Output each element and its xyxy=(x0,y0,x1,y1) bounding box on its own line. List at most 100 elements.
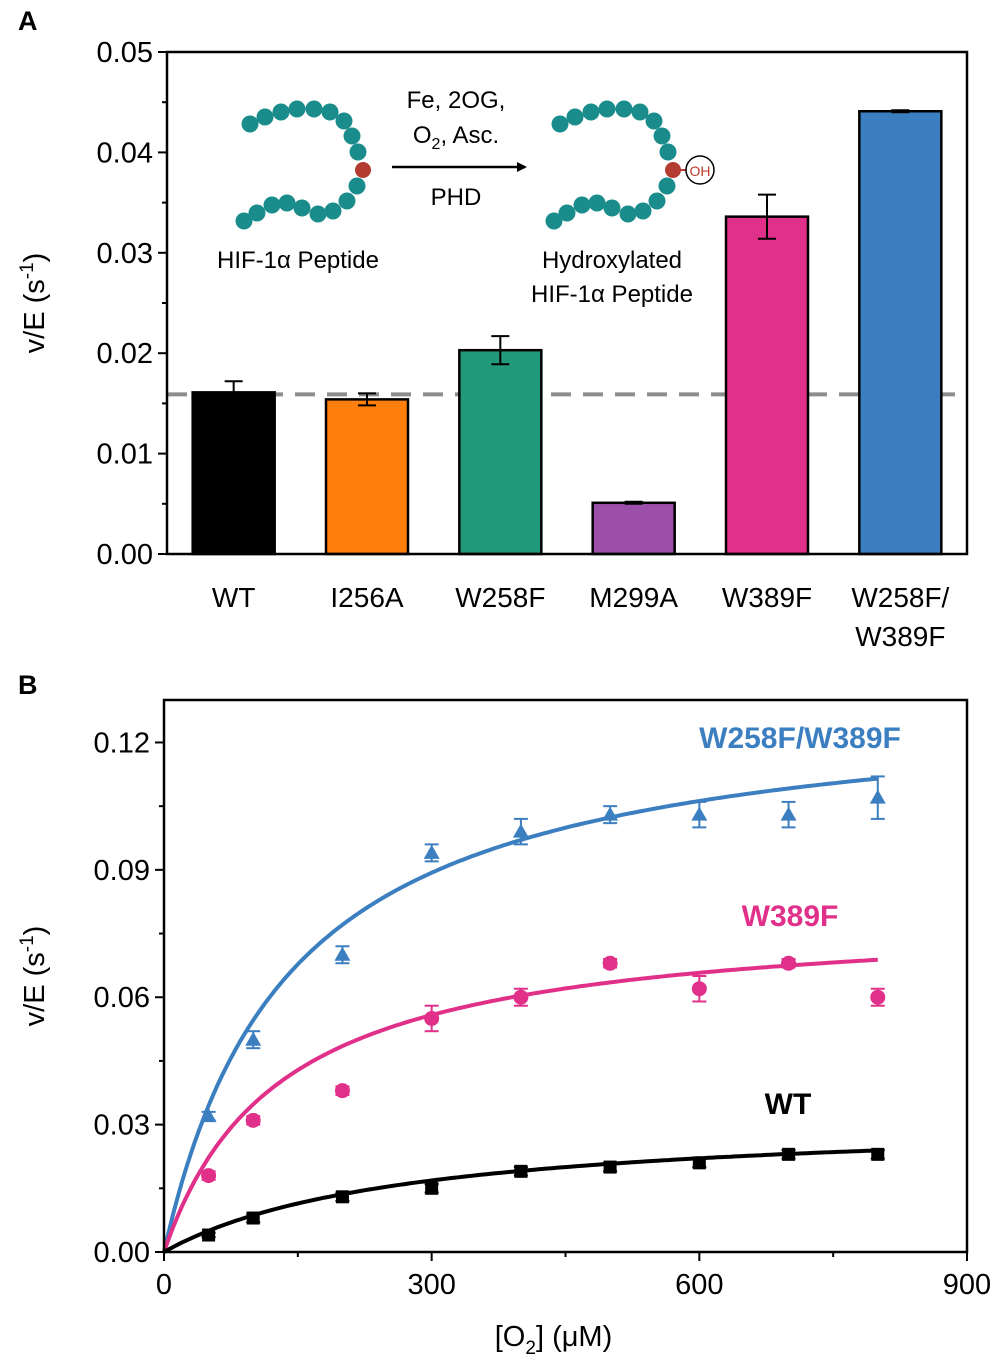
x-axis-label-post: ] (μM) xyxy=(536,1321,612,1353)
scheme-enzyme-label: PHD xyxy=(431,184,482,211)
panel-a-label: A xyxy=(18,6,38,36)
y-tick-label: 0.03 xyxy=(97,238,153,270)
residue-bead-icon xyxy=(634,202,652,220)
data-point-triangle xyxy=(691,806,708,821)
residue-bead-icon xyxy=(658,177,676,195)
data-point-triangle xyxy=(512,823,529,838)
y-tick-label: 0.05 xyxy=(97,37,153,69)
residue-bead-icon xyxy=(653,127,671,145)
hydroxyl-label: OH xyxy=(690,163,711,179)
data-point-circle xyxy=(201,1168,217,1184)
y-axis-label-text: v/E (s xyxy=(19,279,51,353)
data-point-circle xyxy=(691,981,707,997)
x-axis-label: [O2] (μM) xyxy=(495,1321,613,1359)
y-tick-label: 0.12 xyxy=(94,727,150,759)
data-point-circle xyxy=(870,989,886,1005)
residue-bead-icon xyxy=(235,212,253,230)
residue-bead-icon xyxy=(558,204,576,222)
residue-bead-icon xyxy=(551,115,569,133)
scheme-right-label-2: HIF-1α Peptide xyxy=(531,281,693,308)
x-tick-label: 900 xyxy=(943,1269,991,1301)
residue-bead-icon xyxy=(545,212,563,230)
x-tick-label: W389F xyxy=(722,582,812,613)
x-tick-label: 600 xyxy=(675,1269,723,1301)
data-point-circle xyxy=(781,955,797,971)
data-point-square xyxy=(202,1228,216,1242)
data-point-square xyxy=(425,1181,439,1195)
data-point-circle xyxy=(424,1010,440,1026)
residue-bead-icon xyxy=(349,143,367,161)
bar-w389f xyxy=(724,215,810,556)
scheme-reagents-line2: O2, Asc. xyxy=(413,122,499,153)
data-point-triangle xyxy=(200,1108,217,1123)
x-tick-label: I256A xyxy=(330,582,403,613)
panel-b-kinetics-chart: W258F/W389F W389F WT 0.00 0.03 0.06 0.09 0.12 0 3… xyxy=(17,698,991,1359)
residue-bead-icon xyxy=(566,108,584,126)
residue-bead-icon xyxy=(603,199,621,217)
x-tick-label: 0 xyxy=(156,1269,172,1301)
residue-bead-icon xyxy=(321,103,339,121)
x-tick-label: WT xyxy=(212,582,256,613)
bar-m299a xyxy=(591,501,676,556)
bar-w258f xyxy=(458,348,543,556)
data-point-circle xyxy=(245,1112,261,1128)
residue-bead-icon xyxy=(248,204,266,222)
y-axis-label-close: ) xyxy=(19,926,51,936)
proline-residue-icon xyxy=(355,162,371,178)
residue-bead-icon xyxy=(348,177,366,195)
y-tick-label: 0.09 xyxy=(94,855,150,887)
residue-bead-icon xyxy=(343,127,361,145)
data-point-triangle xyxy=(869,789,886,804)
residue-bead-icon xyxy=(615,100,633,118)
series-label: W389F xyxy=(742,900,839,933)
data-point-circle xyxy=(602,955,618,971)
y-tick-label: 0.06 xyxy=(94,982,150,1014)
data-point-square xyxy=(335,1190,349,1204)
fit-curve-w258f-w389f xyxy=(162,776,878,1253)
data-point-triangle xyxy=(334,946,351,961)
x-tick-label: W258F/ xyxy=(851,582,949,613)
data-point-triangle xyxy=(423,844,440,859)
x-tick-label: W389F xyxy=(855,621,945,652)
x-tick-label: M299A xyxy=(589,582,678,613)
series-label: WT xyxy=(765,1088,812,1121)
residue-bead-icon xyxy=(335,112,353,130)
data-point-square xyxy=(514,1164,528,1178)
residue-bead-icon xyxy=(293,199,311,217)
residue-bead-icon xyxy=(324,202,342,220)
panel-a-bar-chart: WT I256A W258F M299A W389F W258F/W389F 0.00 0.0… xyxy=(17,37,969,652)
data-point-square xyxy=(603,1160,617,1174)
residue-bead-icon xyxy=(582,103,600,121)
x-axis-label-text: [O xyxy=(495,1321,526,1353)
residue-bead-icon xyxy=(272,103,290,121)
data-point-square xyxy=(246,1211,260,1225)
hydroxyl-icon xyxy=(685,155,715,185)
y-tick-label: 0.03 xyxy=(94,1110,150,1142)
bar-wt xyxy=(191,391,276,556)
residue-bead-icon xyxy=(309,205,327,223)
scheme-right-label-1: Hydroxylated xyxy=(542,247,682,274)
series-label: W258F/W389F xyxy=(699,722,901,755)
scheme-reagents-line1: Fe, 2OG, xyxy=(407,87,506,114)
data-point-circle xyxy=(513,989,529,1005)
y-axis-label: v/E (s-1) xyxy=(17,926,51,1027)
data-point-triangle xyxy=(602,806,619,821)
data-point-square xyxy=(692,1156,706,1170)
y-axis-label-sup: -1 xyxy=(17,262,38,279)
residue-bead-icon xyxy=(619,205,637,223)
residue-bead-icon xyxy=(263,196,281,214)
x-tick-label: 300 xyxy=(407,1269,455,1301)
y-axis-label-text: v/E (s xyxy=(19,952,51,1026)
data-point-circle xyxy=(334,1083,350,1099)
y-tick-label: 0.00 xyxy=(94,1237,150,1269)
y-axis-label: v/E (s-1) xyxy=(17,253,51,354)
y-tick-label: 0.01 xyxy=(97,439,153,471)
panel-b-label: B xyxy=(18,670,38,700)
residue-bead-icon xyxy=(631,103,649,121)
residue-bead-icon xyxy=(659,143,677,161)
residue-bead-icon xyxy=(338,192,356,210)
reaction-scheme: Fe, 2OG, O2, Asc. PHD HIF-1α Peptide Hyd… xyxy=(217,87,715,308)
x-axis-label-sub: 2 xyxy=(525,1338,536,1359)
y-axis-label-sup: -1 xyxy=(17,935,38,952)
residue-bead-icon xyxy=(241,115,259,133)
